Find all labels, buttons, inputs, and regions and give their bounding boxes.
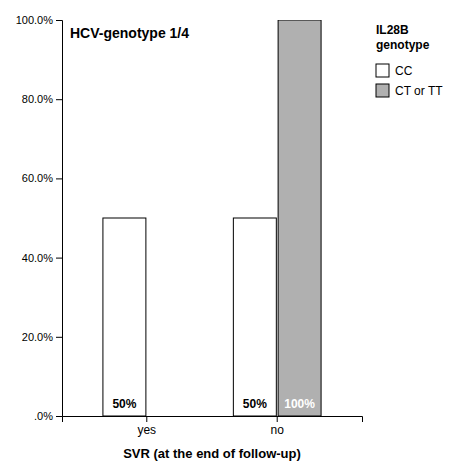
bars bbox=[103, 20, 321, 416]
legend-title: IL28Bgenotype bbox=[376, 23, 430, 52]
y-tick: 40.0% bbox=[22, 252, 62, 264]
legend-label: CT or TT bbox=[395, 84, 443, 98]
x-axis: yes no bbox=[63, 416, 363, 437]
y-tick: 80.0% bbox=[22, 93, 62, 105]
bar bbox=[148, 416, 191, 417]
y-tick-label: 20.0% bbox=[22, 331, 53, 343]
y-tick: .0% bbox=[34, 410, 62, 422]
y-tick-line bbox=[56, 416, 62, 417]
x-axis-title: SVR (at the end of follow-up) bbox=[123, 446, 301, 461]
legend-swatch bbox=[376, 64, 389, 77]
y-tick-label: 40.0% bbox=[22, 252, 53, 264]
title: HCV-genotype 1/4 bbox=[70, 25, 189, 41]
legend-swatch bbox=[376, 84, 389, 97]
data-label: 50% bbox=[243, 397, 267, 411]
legend-label: CC bbox=[395, 64, 413, 78]
bar bbox=[233, 218, 276, 416]
legend: IL28Bgenotype CC CT or TT bbox=[376, 23, 443, 98]
legend-item: CC bbox=[376, 64, 413, 78]
y-axis-line bbox=[56, 21, 63, 417]
y-tick: 100.0% bbox=[16, 14, 62, 26]
y-tick-line bbox=[56, 178, 62, 179]
x-tick-line bbox=[146, 416, 147, 422]
y-tick-label: 100.0% bbox=[16, 14, 54, 26]
y-tick: 60.0% bbox=[22, 172, 62, 184]
y-tick-line bbox=[56, 337, 62, 338]
x-tick: yes bbox=[137, 416, 156, 437]
y-tick: 20.0% bbox=[22, 331, 62, 343]
x-tick-label: no bbox=[271, 423, 285, 437]
data-label: 50% bbox=[112, 397, 136, 411]
x-axis-line bbox=[63, 417, 363, 423]
y-tick-label: 60.0% bbox=[22, 172, 53, 184]
y-tick-label: .0% bbox=[34, 410, 53, 422]
y-tick-line bbox=[56, 99, 62, 100]
x-tick-line bbox=[277, 416, 278, 422]
x-tick-label: yes bbox=[137, 423, 156, 437]
data-label: 100% bbox=[284, 397, 315, 411]
data-labels: 50% 50% 100% bbox=[112, 397, 315, 411]
bar bbox=[103, 218, 146, 416]
bar bbox=[278, 20, 321, 416]
plot: .0%20.0%40.0%60.0%80.0%100.0%yesno50%50%… bbox=[16, 14, 363, 461]
y-tick-line bbox=[56, 20, 62, 21]
chart: .0%20.0%40.0%60.0%80.0%100.0%yesno50%50%… bbox=[0, 0, 474, 474]
y-tick-line bbox=[56, 258, 62, 259]
y-axis: .0% 20.0% 40.0% 60.0% 80.0% 100.0% bbox=[16, 14, 63, 422]
x-tick: no bbox=[271, 416, 285, 437]
legend-item: CT or TT bbox=[376, 84, 443, 98]
y-tick-label: 80.0% bbox=[22, 93, 53, 105]
